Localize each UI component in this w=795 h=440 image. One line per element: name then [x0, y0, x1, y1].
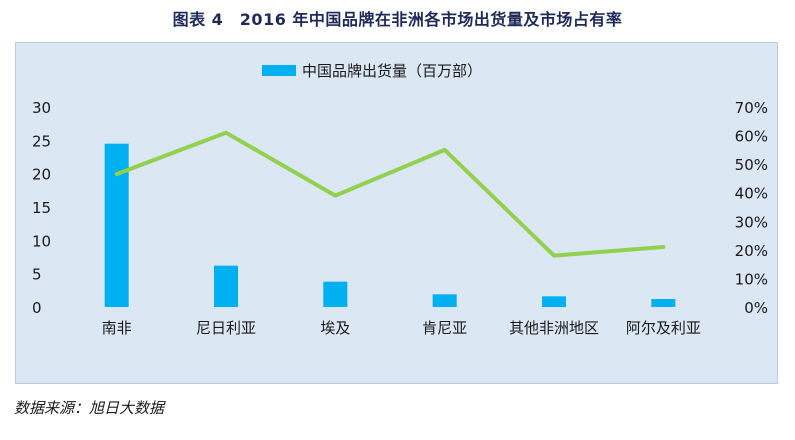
right-axis-tick: 0%: [744, 299, 768, 317]
category-label: 埃及: [320, 319, 350, 337]
data-source: 数据来源：旭日大数据: [14, 399, 165, 417]
left-axis-tick: 25: [32, 132, 51, 150]
bar-埃及: [323, 281, 348, 307]
market-share-line: [114, 130, 666, 258]
right-axis-tick: 60%: [735, 128, 768, 146]
bar-南非: [104, 143, 129, 307]
left-axis-tick: 30: [32, 99, 51, 117]
bar-尼日利亚: [214, 265, 238, 307]
right-axis-tick: 10%: [735, 270, 768, 288]
left-axis-tick: 5: [32, 266, 42, 284]
left-axis-tick: 0: [32, 299, 42, 317]
bar-其他非洲地区: [542, 296, 566, 307]
line-series: [114, 130, 666, 258]
category-label: 南非: [102, 319, 132, 337]
right-axis-tick: 40%: [735, 185, 768, 203]
left-axis-tick: 15: [32, 199, 51, 217]
right-axis-tick: 50%: [735, 156, 768, 174]
left-axis: 0 5 10 15 20 25 30: [32, 99, 51, 317]
right-axis-tick: 30%: [735, 213, 768, 231]
right-axis: 0% 10% 20% 30% 40% 50% 60% 70%: [735, 99, 768, 317]
bar-series: [104, 143, 676, 307]
legend-swatch-shipments: [262, 65, 296, 76]
right-axis-tick: 70%: [735, 99, 768, 117]
left-axis-tick: 20: [32, 166, 51, 184]
left-axis-tick: 10: [32, 232, 51, 250]
right-axis-tick: 20%: [735, 242, 768, 260]
category-label: 肯尼亚: [422, 319, 467, 337]
figure-title: 图表 4 2016 年中国品牌在非洲各市场出货量及市场占有率: [172, 10, 623, 29]
category-label: 尼日利亚: [196, 319, 256, 337]
bar-阿尔及利亚: [651, 299, 676, 307]
category-label: 阿尔及利亚: [626, 319, 701, 337]
category-label: 其他非洲地区: [509, 319, 599, 337]
bar-肯尼亚: [432, 294, 457, 307]
legend: 中国品牌出货量（百万部）: [262, 62, 482, 80]
chart-panel: [15, 42, 778, 384]
category-axis: 南非 尼日利亚 埃及 肯尼亚 其他非洲地区 阿尔及利亚: [102, 319, 701, 337]
legend-label-shipments: 中国品牌出货量（百万部）: [302, 62, 482, 80]
